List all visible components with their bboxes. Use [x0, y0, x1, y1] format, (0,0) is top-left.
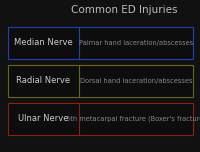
Text: Palmar hand laceration/abscesses: Palmar hand laceration/abscesses: [79, 40, 193, 46]
Text: Dorsal hand laceration/abscesses: Dorsal hand laceration/abscesses: [80, 78, 192, 84]
Bar: [8, 103, 193, 135]
Text: Ulnar Nerve: Ulnar Nerve: [18, 114, 69, 123]
Text: Radial Nerve: Radial Nerve: [16, 76, 71, 85]
Text: Common ED Injuries: Common ED Injuries: [71, 5, 177, 15]
Text: Median Nerve: Median Nerve: [14, 38, 73, 47]
Bar: [8, 65, 193, 97]
Bar: [8, 27, 193, 59]
Text: 5th metacarpal fracture (Boxer's fracture): 5th metacarpal fracture (Boxer's fractur…: [66, 116, 200, 122]
